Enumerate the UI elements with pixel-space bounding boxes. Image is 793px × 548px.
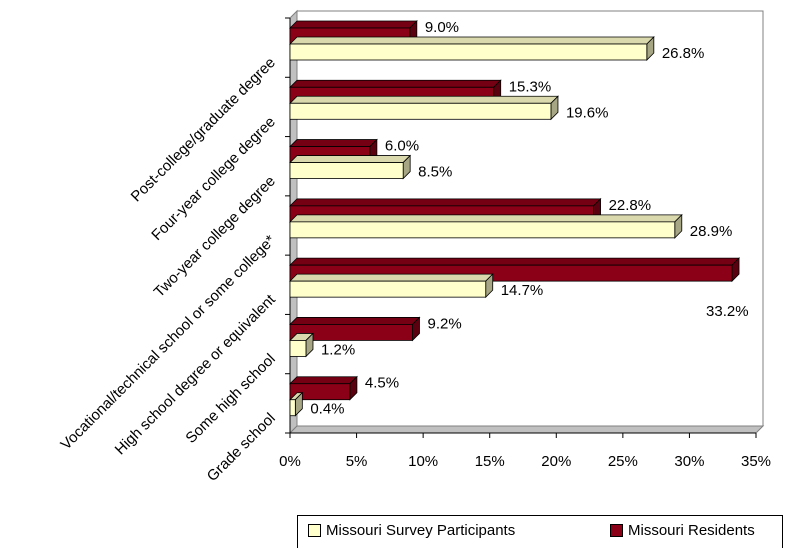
x-tick-label: 25%: [608, 453, 638, 470]
x-tick-label: 0%: [279, 453, 301, 470]
x-tick-label: 15%: [475, 453, 505, 470]
bar-survey-top: [289, 95, 559, 104]
data-label-survey: 1.2%: [321, 341, 355, 358]
legend-item-residents: Missouri Residents: [610, 522, 755, 539]
bar-residents-top: [289, 139, 378, 147]
x-tick-label: 20%: [541, 453, 571, 470]
data-label-residents: 4.5%: [365, 375, 399, 392]
data-label-residents: 15.3%: [509, 78, 552, 95]
bar-residents-top: [289, 79, 502, 88]
category-label: Four-year college degree: [148, 113, 279, 244]
bar-residents: [289, 324, 413, 341]
data-label-survey: 19.6%: [566, 104, 609, 121]
bar-residents-top: [289, 317, 421, 325]
data-label-residents: 22.8%: [609, 197, 652, 214]
data-label-survey: 26.8%: [662, 45, 705, 62]
bar-residents-top: [289, 257, 740, 266]
bar-survey: [289, 399, 296, 417]
legend-swatch-survey: [308, 524, 321, 537]
bar-survey-top: [289, 273, 494, 282]
data-label-survey: 28.9%: [690, 223, 733, 240]
data-label-residents: 9.0%: [425, 19, 459, 36]
x-tick-label: 5%: [346, 453, 368, 470]
bar-survey: [289, 43, 648, 61]
x-tick-label: 35%: [741, 453, 771, 470]
bar-residents: [289, 383, 351, 401]
bar-residents-top: [289, 198, 602, 207]
bar-survey: [289, 102, 552, 120]
legend-label-survey: Missouri Survey Participants: [326, 522, 516, 539]
data-label-residents: 6.0%: [385, 138, 419, 155]
bar-residents-top: [289, 20, 418, 29]
legend-label-residents: Missouri Residents: [628, 522, 755, 539]
bar-survey: [289, 280, 487, 298]
bar-survey: [289, 221, 676, 239]
bar-survey-top: [289, 155, 412, 163]
bar-survey-top: [289, 214, 683, 223]
plot-floor: [288, 425, 765, 434]
x-tick-label: 10%: [408, 453, 438, 470]
chart-legend: Missouri Survey Participants Missouri Re…: [297, 515, 783, 548]
bar-survey-top: [289, 36, 655, 45]
data-label-survey: 0.4%: [310, 401, 344, 418]
legend-item-survey: Missouri Survey Participants: [308, 522, 515, 539]
legend-swatch-residents: [610, 524, 623, 537]
bar-survey: [289, 162, 404, 179]
data-label-residents: 33.2%: [706, 303, 749, 320]
category-label: Two-year college degree: [151, 173, 279, 301]
data-label-residents: 9.2%: [427, 315, 461, 332]
data-label-survey: 8.5%: [418, 164, 452, 181]
x-tick-label: 30%: [674, 453, 704, 470]
bar-survey: [289, 340, 307, 357]
bar-residents-top: [289, 376, 358, 385]
category-label: Vocational/technical school or some coll…: [57, 232, 278, 453]
data-label-survey: 14.7%: [501, 282, 544, 299]
